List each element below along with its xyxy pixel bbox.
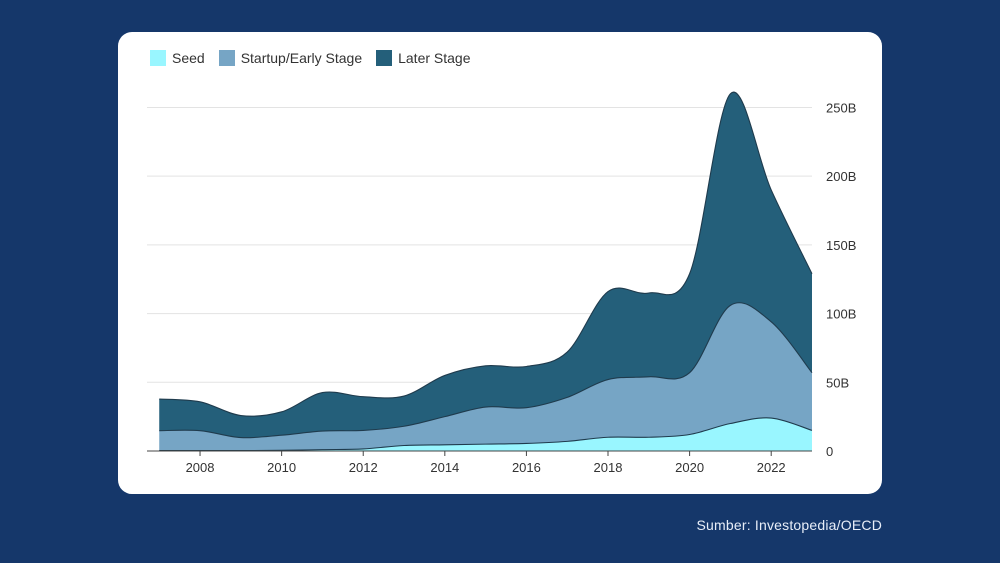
- area-edge-seed: [159, 417, 813, 452]
- x-tick-label: 2018: [594, 460, 623, 475]
- legend-swatch: [150, 50, 166, 66]
- x-tick-label: 2008: [186, 460, 215, 475]
- y-tick-label: 100B: [826, 307, 856, 322]
- legend-item-seed: Seed: [150, 50, 205, 66]
- legend-item-later-stage: Later Stage: [376, 50, 471, 66]
- area-edge-startup-early-stage: [159, 302, 813, 439]
- source-caption: Sumber: Investopedia/OECD: [696, 517, 882, 533]
- legend-item-startup-early-stage: Startup/Early Stage: [218, 50, 363, 66]
- y-tick-label: 150B: [826, 238, 856, 253]
- legend-label: Seed: [172, 50, 205, 66]
- area-later-stage: [159, 92, 812, 438]
- area-seed: [159, 417, 812, 451]
- y-tick-label: 50B: [826, 375, 849, 390]
- x-tick-label: 2014: [430, 460, 459, 475]
- x-tick-label: 2016: [512, 460, 541, 475]
- y-tick-label: 0: [826, 444, 833, 459]
- y-tick-label: 200B: [826, 169, 856, 184]
- legend-swatch: [218, 50, 235, 66]
- x-tick-label: 2020: [675, 460, 704, 475]
- chart-legend: Seed Startup/Early Stage Later Stage: [150, 50, 471, 66]
- y-tick-label: 250B: [826, 100, 856, 115]
- legend-swatch: [376, 50, 393, 66]
- x-tick-label: 2022: [757, 460, 786, 475]
- legend-label: Startup/Early Stage: [240, 50, 363, 66]
- area-startup-early-stage: [159, 302, 812, 451]
- legend-label: Later Stage: [398, 50, 471, 66]
- x-tick-label: 2012: [349, 460, 378, 475]
- x-tick-label: 2010: [267, 460, 296, 475]
- area-edge-later-stage: [159, 91, 813, 417]
